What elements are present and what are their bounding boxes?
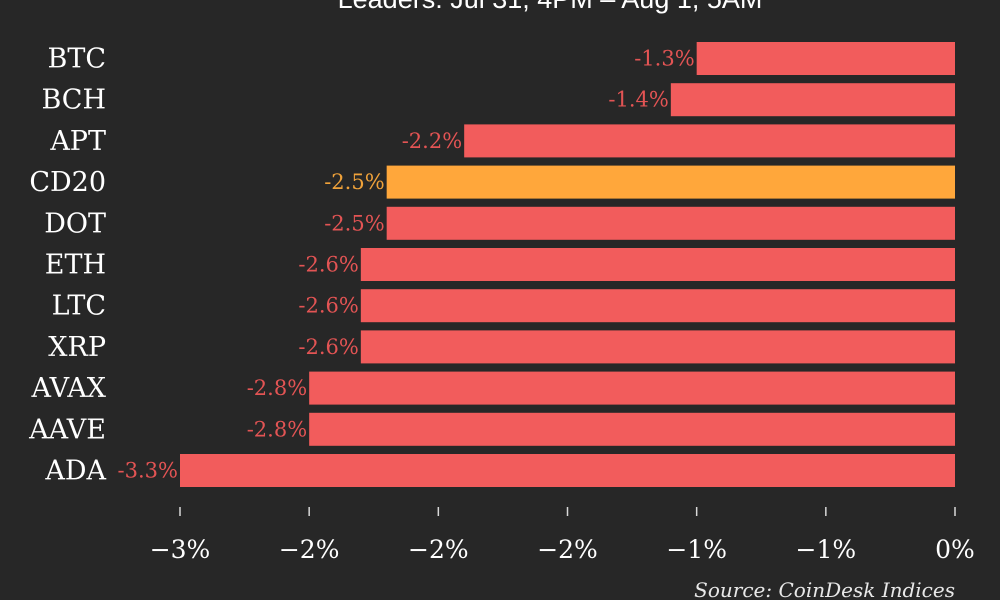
bar-aave: [309, 412, 956, 446]
category-label-btc: BTC: [47, 44, 106, 75]
category-label-avax: AVAX: [30, 373, 106, 404]
category-label-aave: AAVE: [28, 414, 106, 445]
value-label-ltc: -2.6%: [298, 294, 358, 318]
x-tick-label: −1%: [666, 535, 727, 564]
category-labels-group: BTC BCH APT CD20 DOT ETH LTC XRP AVAX AAVE ADA: [28, 44, 107, 487]
value-label-bch: -1.4%: [608, 88, 668, 112]
value-label-aave: -2.8%: [247, 417, 307, 441]
bar-ltc: [360, 289, 955, 323]
bar-eth: [360, 248, 955, 281]
value-label-cd20: -2.5%: [324, 170, 384, 194]
value-labels-group: -1.3% -1.4% -2.2% -2.5% -2.5% -2.6% -2.6% -2.6%…: [118, 47, 695, 483]
bar-avax: [309, 371, 956, 405]
bar-bch: [670, 83, 955, 117]
bars-group: [180, 42, 956, 487]
bar-btc: [696, 42, 955, 75]
bar-ada: [180, 454, 955, 487]
category-label-eth: ETH: [45, 250, 106, 281]
category-label-bch: BCH: [41, 85, 106, 116]
category-label-xrp: XRP: [48, 332, 106, 363]
category-label-cd20: CD20: [29, 167, 106, 198]
value-label-ada: -3.3%: [118, 459, 178, 483]
x-axis: −3% −2% −2% −2% −1% −1% 0%: [150, 507, 975, 564]
bar-dot: [386, 206, 956, 240]
value-label-eth: -2.6%: [298, 253, 358, 277]
category-label-apt: APT: [49, 126, 106, 157]
bar-apt: [464, 124, 955, 158]
category-label-ada: ADA: [44, 456, 106, 487]
x-tick-label: 0%: [935, 535, 975, 564]
source-note: Source: CoinDesk Indices: [694, 578, 955, 600]
x-tick-label: −2%: [408, 535, 469, 564]
value-label-dot: -2.5%: [324, 211, 384, 235]
category-label-ltc: LTC: [52, 291, 106, 322]
value-label-apt: -2.2%: [402, 129, 462, 153]
chart-title: Leaders: Jul 31, 4PM – Aug 1, 5AM: [338, 0, 763, 14]
x-tick-label: −1%: [796, 535, 857, 564]
value-label-avax: -2.8%: [247, 376, 307, 400]
value-label-btc: -1.3%: [634, 47, 694, 71]
value-label-xrp: -2.6%: [298, 335, 358, 359]
bar-xrp: [360, 330, 955, 364]
category-label-dot: DOT: [44, 208, 106, 239]
x-tick-label: −3%: [150, 535, 211, 564]
x-tick-label: −2%: [537, 535, 598, 564]
bar-cd20: [386, 165, 956, 199]
x-tick-label: −2%: [279, 535, 340, 564]
